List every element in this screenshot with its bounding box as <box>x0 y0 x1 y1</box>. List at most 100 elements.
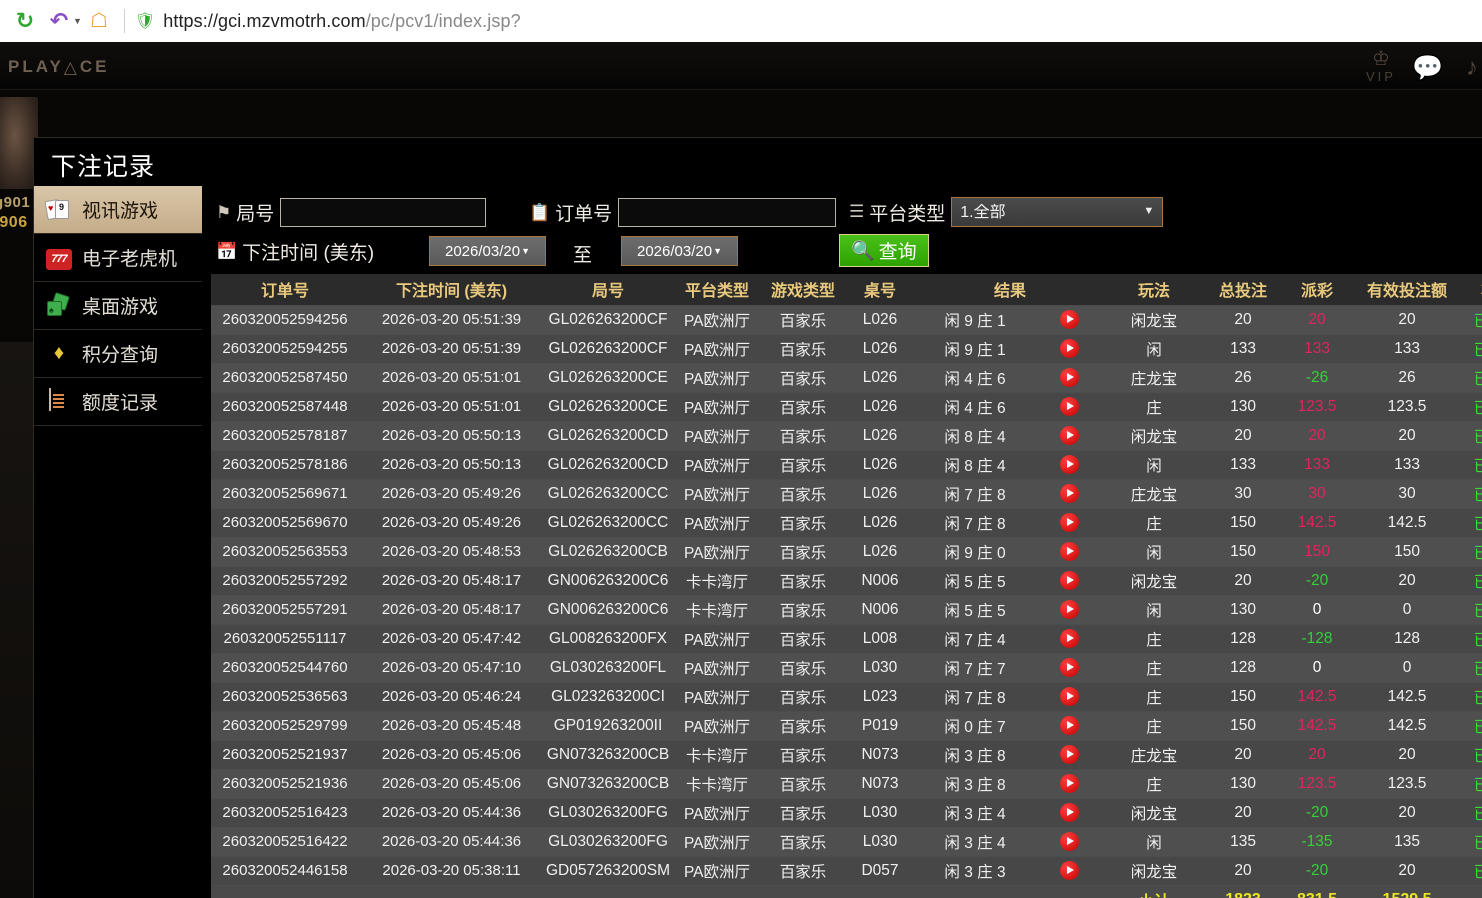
table-row[interactable]: 260320052557292 2026-03-20 05:48:17 GN0062… <box>211 566 1482 596</box>
table-row[interactable]: 260320052521937 2026-03-20 05:45:06 GN0732… <box>211 740 1482 770</box>
query-button[interactable]: 🔍 查询 <box>839 234 929 267</box>
play-video-icon[interactable] <box>1059 542 1079 561</box>
play-video-icon[interactable] <box>1059 426 1079 445</box>
back-icon[interactable]: ↶ <box>49 8 69 33</box>
table-row[interactable]: 260320052569671 2026-03-20 05:49:26 GL0262… <box>211 479 1482 509</box>
play-video-icon[interactable] <box>1059 455 1079 474</box>
col-game-type[interactable]: 游戏类型 <box>762 274 844 306</box>
play-video-icon[interactable] <box>1059 339 1079 358</box>
cell-valid-bet: 20 <box>1352 740 1463 770</box>
play-video-icon[interactable] <box>1059 745 1079 764</box>
music-note-icon[interactable]: ♪ <box>1466 54 1478 81</box>
cell-play-video[interactable] <box>1034 740 1105 770</box>
cell-play-video[interactable] <box>1034 653 1105 683</box>
col-status[interactable]: 状态 <box>1462 274 1482 306</box>
play-video-icon[interactable] <box>1059 484 1079 503</box>
table-row[interactable]: 260320052516423 2026-03-20 05:44:36 GL0302… <box>211 798 1482 828</box>
sidebar-item-credit-records[interactable]: 额度记录 <box>34 378 202 426</box>
sidebar-item-table-games[interactable]: ♠ 桌面游戏 <box>34 282 202 330</box>
cell-play-type: 庄 <box>1104 653 1205 683</box>
col-round-no[interactable]: 局号 <box>544 274 672 306</box>
play-video-icon[interactable] <box>1059 832 1079 851</box>
cell-play-type: 庄 <box>1104 682 1205 712</box>
cell-table-no: L030 <box>844 827 916 857</box>
table-row[interactable]: 260320052516422 2026-03-20 05:44:36 GL0302… <box>211 827 1482 857</box>
col-table-no[interactable]: 桌号 <box>844 274 916 306</box>
table-row[interactable]: 260320052551117 2026-03-20 05:47:42 GL0082… <box>211 624 1482 654</box>
order-no-input[interactable] <box>618 198 837 227</box>
cell-play-video[interactable] <box>1034 305 1105 335</box>
table-row[interactable]: 260320052521936 2026-03-20 05:45:06 GN0732… <box>211 769 1482 799</box>
cell-platform-type: PA欧洲厅 <box>672 624 762 654</box>
cell-play-video[interactable] <box>1034 711 1105 741</box>
table-row[interactable]: 260320052594255 2026-03-20 05:51:39 GL0262… <box>211 334 1482 364</box>
table-row[interactable]: 260320052446158 2026-03-20 05:38:11 GD0572… <box>211 856 1482 886</box>
cell-play-video[interactable] <box>1034 479 1105 509</box>
col-bet-time[interactable]: 下注时间 (美东) <box>359 274 544 306</box>
table-row[interactable]: 260320052529799 2026-03-20 05:45:48 GP0192… <box>211 711 1482 741</box>
table-row[interactable]: 260320052587450 2026-03-20 05:51:01 GL0262… <box>211 363 1482 393</box>
play-video-icon[interactable] <box>1059 571 1079 590</box>
bet-time-to[interactable]: 2026/03/20 ▼ <box>621 236 738 266</box>
cell-play-video[interactable] <box>1034 566 1105 596</box>
table-row[interactable]: 260320052557291 2026-03-20 05:48:17 GN0062… <box>211 595 1482 625</box>
cell-play-video[interactable] <box>1034 798 1105 828</box>
play-video-icon[interactable] <box>1059 629 1079 648</box>
table-row[interactable]: 260320052578186 2026-03-20 05:50:13 GL0262… <box>211 450 1482 480</box>
cell-play-video[interactable] <box>1034 624 1105 654</box>
bet-time-from[interactable]: 2026/03/20 ▼ <box>429 236 546 266</box>
table-row[interactable]: 260320052594256 2026-03-20 05:51:39 GL0262… <box>211 305 1482 335</box>
play-video-icon[interactable] <box>1059 368 1079 387</box>
cell-round-no: GL026263200CC <box>544 508 672 538</box>
cell-play-video[interactable] <box>1034 856 1105 886</box>
sidebar-item-live-games[interactable]: ♥ 9 视讯游戏 <box>34 186 213 234</box>
cell-play-video[interactable] <box>1034 363 1105 393</box>
col-result[interactable]: 结果 <box>916 274 1105 306</box>
play-video-icon[interactable] <box>1059 310 1079 329</box>
cell-play-video[interactable] <box>1034 537 1105 567</box>
col-payout[interactable]: 派彩 <box>1282 274 1353 306</box>
cell-valid-bet: 0 <box>1352 595 1463 625</box>
table-row[interactable]: 260320052544760 2026-03-20 05:47:10 GL0302… <box>211 653 1482 683</box>
cell-play-video[interactable] <box>1034 827 1105 857</box>
table-row[interactable]: 260320052536563 2026-03-20 05:46:24 GL0232… <box>211 682 1482 712</box>
play-video-icon[interactable] <box>1059 716 1079 735</box>
cell-play-video[interactable] <box>1034 682 1105 712</box>
sidebar-item-points-query[interactable]: ♦ 积分查询 <box>34 330 202 378</box>
play-video-icon[interactable] <box>1059 397 1079 416</box>
play-video-icon[interactable] <box>1059 687 1079 706</box>
platform-type-select[interactable]: 1.全部 <box>951 197 1164 227</box>
back-dropdown-icon[interactable]: ▼ <box>73 16 82 26</box>
play-video-icon[interactable] <box>1059 774 1079 793</box>
col-total-bet[interactable]: 总投注 <box>1204 274 1283 306</box>
security-shield-icon[interactable]: 🛡 <box>134 13 156 30</box>
home-icon[interactable]: ☖ <box>89 10 108 32</box>
col-play-type[interactable]: 玩法 <box>1104 274 1205 306</box>
sidebar-item-slots[interactable]: 777 电子老虎机 <box>34 234 202 282</box>
table-row[interactable]: 260320052563553 2026-03-20 05:48:53 GL0262… <box>211 537 1482 567</box>
col-order-no[interactable]: 订单号 <box>211 274 359 306</box>
play-video-icon[interactable] <box>1059 658 1079 677</box>
col-valid-bet[interactable]: 有效投注额 <box>1352 274 1463 306</box>
table-row[interactable]: 260320052587448 2026-03-20 05:51:01 GL0262… <box>211 392 1482 422</box>
cell-play-video[interactable] <box>1034 595 1105 625</box>
cell-play-video[interactable] <box>1034 769 1105 799</box>
reload-icon[interactable]: ↻ <box>15 8 35 33</box>
cell-play-video[interactable] <box>1034 392 1105 422</box>
col-platform-type[interactable]: 平台类型 <box>672 274 762 306</box>
cell-game-type: 百家乐 <box>762 566 844 596</box>
table-row[interactable]: 260320052578187 2026-03-20 05:50:13 GL0262… <box>211 421 1482 451</box>
table-row[interactable]: 260320052569670 2026-03-20 05:49:26 GL0262… <box>211 508 1482 538</box>
round-no-input[interactable] <box>280 198 487 227</box>
play-video-icon[interactable] <box>1059 513 1079 532</box>
play-video-icon[interactable] <box>1059 803 1079 822</box>
play-video-icon[interactable] <box>1059 861 1079 880</box>
play-video-icon[interactable] <box>1059 600 1079 619</box>
chat-icon[interactable]: 💬 <box>1412 54 1444 82</box>
cell-play-video[interactable] <box>1034 508 1105 538</box>
cell-play-video[interactable] <box>1034 421 1105 451</box>
cell-play-video[interactable] <box>1034 450 1105 480</box>
address-bar[interactable]: https://gci.mzvmotrh.com/pc/pcv1/index.j… <box>163 11 520 32</box>
cell-play-video[interactable] <box>1034 334 1105 364</box>
vip-button[interactable]: ♔ VIP <box>1358 49 1404 86</box>
